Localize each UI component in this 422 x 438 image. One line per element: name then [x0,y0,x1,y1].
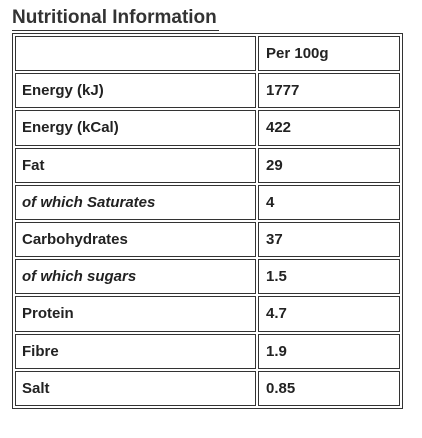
empty-cell [15,36,256,72]
nutrient-value: 37 [258,221,400,258]
table-row: Carbohydrates 37 [15,221,400,258]
column-header: Per 100g [258,36,400,72]
nutrient-name: Energy (kCal) [15,110,256,146]
nutrient-value: 1.9 [258,333,400,369]
header-row: Per 100g [15,36,400,72]
nutrient-name: Salt [15,370,256,406]
nutrient-value: 4.7 [258,296,400,332]
nutrient-value: 4 [258,184,400,220]
nutrient-name: of which Saturates [15,184,256,220]
nutrient-name: Fat [15,147,256,183]
nutrition-table: Per 100g Energy (kJ) 1777 Energy (kCal) 422… [12,33,403,409]
table-body: Per 100g Energy (kJ) 1777 Energy (kCal) 422… [15,36,400,406]
table-row: of which Saturates 4 [15,184,400,220]
nutrient-value: 422 [258,110,400,146]
table-row: Salt 0.85 [15,370,400,406]
nutrient-value: 1.5 [258,259,400,295]
nutrient-name: Protein [15,296,256,332]
nutrient-name: of which sugars [15,259,256,295]
table-row: Fat 29 [15,147,400,183]
table-row: of which sugars 1.5 [15,259,400,295]
nutrient-name: Carbohydrates [15,221,256,258]
table-row: Protein 4.7 [15,296,400,332]
title: Nutritional Information [12,6,219,31]
table-row: Energy (kJ) 1777 [15,73,400,109]
nutrient-value: 1777 [258,73,400,109]
nutrient-value: 0.85 [258,370,400,406]
table-row: Energy (kCal) 422 [15,110,400,146]
nutrient-name: Energy (kJ) [15,73,256,109]
table-row: Fibre 1.9 [15,333,400,369]
nutrient-value: 29 [258,147,400,183]
nutrient-name: Fibre [15,333,256,369]
